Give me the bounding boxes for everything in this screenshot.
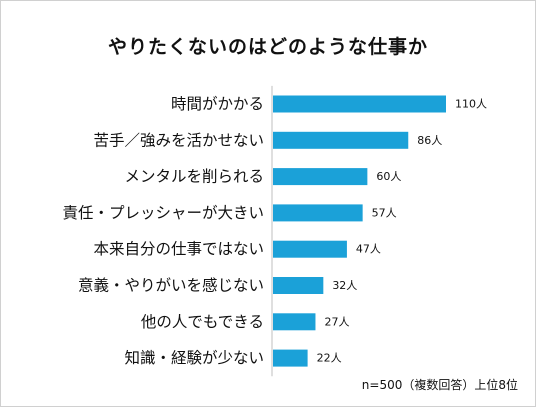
- category-label: 知識・経験が少ない: [124, 349, 264, 367]
- value-label: 47人: [356, 243, 381, 256]
- bar: [273, 95, 446, 113]
- category-label: 責任・プレッシャーが大きい: [62, 204, 264, 222]
- bar: [273, 313, 316, 331]
- category-label: 時間がかかる: [171, 95, 264, 113]
- chart-title: やりたくないのはどのような仕事か: [107, 36, 428, 58]
- bar: [273, 349, 308, 367]
- category-label: 意義・やりがいを感じない: [78, 276, 264, 295]
- value-label: 57人: [372, 206, 397, 219]
- value-label: 110人: [455, 98, 487, 111]
- value-label: 86人: [417, 134, 442, 147]
- bar: [273, 277, 324, 294]
- category-label: 本来自分の仕事ではない: [93, 240, 264, 258]
- category-label: メンタルを削られる: [124, 168, 264, 186]
- category-label: 苦手／強みを活かせない: [93, 131, 264, 149]
- bar: [273, 131, 409, 149]
- category-label: 他の人でもできる: [141, 313, 264, 331]
- value-label: 32人: [332, 279, 357, 292]
- bar: [273, 168, 368, 186]
- value-label: 22人: [317, 352, 342, 365]
- value-label: 27人: [324, 315, 349, 328]
- bar: [273, 240, 347, 258]
- value-label: 60人: [376, 170, 401, 183]
- bar: [273, 204, 363, 222]
- sample-note: n=500（複数回答）上位8位: [361, 378, 518, 392]
